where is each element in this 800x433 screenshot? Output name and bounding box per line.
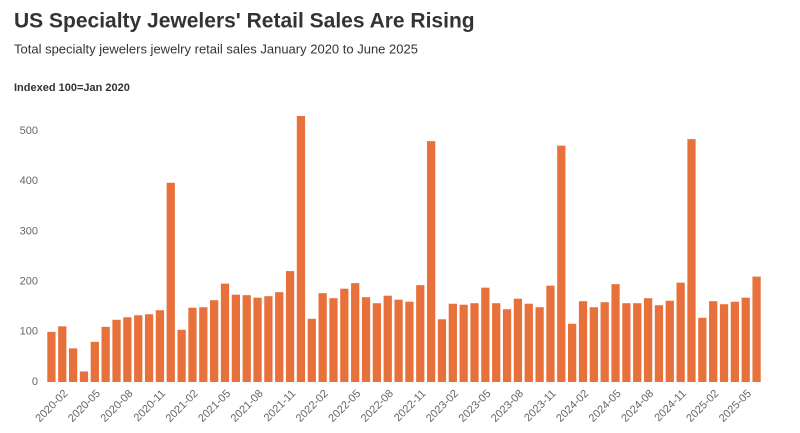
bar (513, 298, 523, 382)
x-tick-label: 2024-02 (554, 388, 591, 425)
x-tick-label: 2023-08 (489, 388, 526, 425)
x-tick-label: 2024-11 (652, 388, 688, 424)
bar (741, 297, 750, 382)
x-tick-label: 2020-11 (132, 388, 168, 424)
bar (340, 288, 349, 382)
bar (166, 182, 175, 382)
bar (275, 292, 284, 382)
bar (546, 285, 555, 382)
bar (134, 315, 143, 382)
bar (557, 145, 566, 382)
bar (611, 284, 620, 382)
bar (502, 309, 512, 382)
x-tick-label: 2021-05 (196, 388, 233, 425)
bar (210, 300, 219, 382)
bar (101, 326, 110, 382)
bar (665, 300, 674, 382)
bar (622, 303, 631, 382)
chart-subtitle: Total specialty jewelers jewelry retail … (14, 41, 418, 56)
bar (719, 304, 729, 382)
bar (600, 302, 609, 382)
bar (394, 299, 403, 382)
bar (199, 307, 208, 382)
y-tick-label: 300 (20, 225, 38, 237)
y-tick-label: 500 (20, 125, 38, 137)
x-tick-label: 2024-05 (587, 388, 624, 425)
x-tick-label: 2021-02 (164, 388, 201, 425)
bar (68, 348, 78, 382)
bar (231, 294, 240, 382)
bar (524, 303, 533, 382)
y-tick-label: 0 (32, 376, 38, 388)
x-tick-label: 2023-05 (457, 388, 494, 425)
bar (188, 307, 197, 382)
bar (383, 295, 392, 382)
bar (144, 314, 154, 382)
bar (79, 371, 89, 382)
bar (220, 283, 230, 382)
bar (58, 326, 67, 382)
bar (589, 307, 598, 382)
x-tick-label: 2022-02 (294, 388, 331, 425)
bar (264, 296, 273, 382)
bar (416, 285, 425, 382)
bar (90, 341, 99, 382)
bar (730, 301, 740, 382)
y-tick-label: 100 (20, 326, 38, 338)
bar (687, 139, 696, 382)
bar (654, 305, 664, 382)
y-axis-label: Indexed 100=Jan 2020 (14, 82, 130, 94)
bar (492, 303, 501, 382)
y-tick-label: 400 (20, 175, 38, 187)
bar (578, 301, 588, 382)
x-tick-label: 2023-02 (424, 388, 461, 425)
bar (253, 297, 262, 382)
bar (318, 293, 327, 382)
x-tick-label: 2022-11 (392, 388, 428, 424)
x-tick-label: 2024-08 (619, 388, 656, 425)
bar (470, 303, 479, 382)
bar (459, 304, 468, 382)
bar (177, 329, 186, 382)
x-tick-label: 2020-02 (33, 388, 70, 425)
bar (752, 276, 761, 382)
bar (47, 331, 56, 382)
x-tick-label: 2023-11 (522, 388, 558, 424)
bar (123, 317, 132, 382)
bar (448, 303, 457, 382)
bar (481, 287, 490, 382)
bar (437, 319, 447, 382)
bar (307, 318, 316, 382)
bar (285, 271, 295, 382)
bar (155, 310, 165, 382)
chart-title: US Specialty Jewelers' Retail Sales Are … (14, 10, 475, 33)
x-tick-label: 2022-05 (326, 388, 363, 425)
bar (709, 301, 718, 382)
bar (351, 283, 360, 382)
bar (329, 298, 338, 382)
bar (361, 297, 371, 382)
bar (242, 295, 251, 382)
bar (676, 282, 685, 382)
x-tick-label: 2025-02 (684, 388, 721, 425)
bar (633, 303, 642, 382)
bar (112, 319, 121, 382)
y-tick-label: 200 (20, 276, 38, 288)
x-tick-label: 2022-08 (359, 388, 396, 425)
bar (426, 141, 436, 382)
bar (698, 317, 707, 382)
bar (643, 298, 653, 382)
x-tick-label: 2020-08 (99, 388, 136, 425)
bar (296, 116, 306, 382)
bar (535, 307, 544, 382)
bar (405, 301, 414, 382)
bar (372, 303, 382, 382)
x-tick-label: 2020-05 (66, 388, 103, 425)
x-tick-label: 2025-05 (717, 388, 754, 425)
x-tick-label: 2021-11 (262, 388, 298, 424)
bar (568, 323, 577, 382)
x-tick-label: 2021-08 (229, 388, 266, 425)
